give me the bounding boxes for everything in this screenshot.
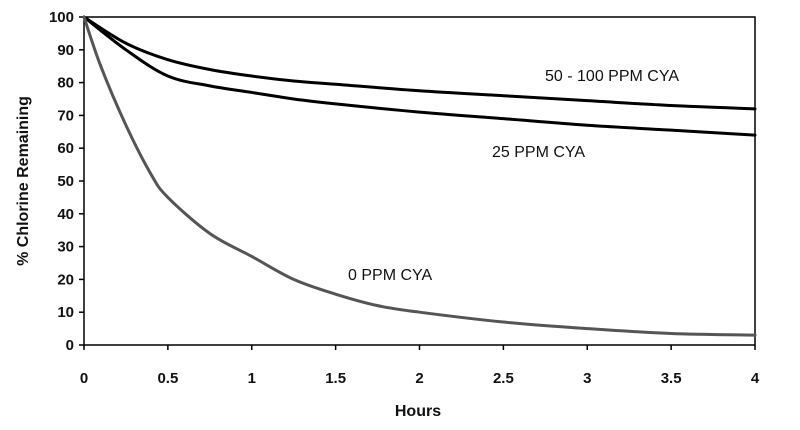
y-tick-label: 90 (57, 42, 74, 59)
series-line-25-ppm (82, 15, 757, 137)
series-label-50-100-ppm: 50 - 100 PPM CYA (545, 68, 679, 85)
y-tick-label: 50 (57, 173, 74, 190)
x-tick-label: 1.5 (325, 370, 346, 387)
plot-frame (83, 16, 756, 346)
x-tick-label: 0 (80, 370, 88, 387)
y-tick-label: 60 (57, 140, 74, 157)
x-tick-label: 3 (583, 370, 591, 387)
y-tick-label: 0 (66, 337, 74, 354)
y-tick-label: 10 (57, 304, 74, 321)
tick-labels: 0 10 20 30 40 50 60 70 80 90 100 0 0.5 1 1.5 2 2.5 3 3.5 4 (49, 9, 760, 387)
x-tick-label: 2 (415, 370, 423, 387)
x-tick-label: 0.5 (157, 370, 178, 387)
y-tick-label: 70 (57, 107, 74, 124)
y-axis-title: % Chlorine Remaining (15, 96, 32, 266)
series-label-25-ppm: 25 PPM CYA (492, 144, 585, 161)
x-axis-title: Hours (395, 403, 441, 420)
y-tick-label: 100 (49, 9, 74, 26)
y-tick-label: 40 (57, 206, 74, 223)
y-tick-label: 80 (57, 75, 74, 92)
series-line-0-ppm (82, 15, 757, 337)
series-lines (82, 15, 757, 337)
y-tick-label: 30 (57, 239, 74, 256)
y-tick-label: 20 (57, 271, 74, 288)
plot-axes (79, 16, 756, 350)
x-tick-label: 3.5 (661, 370, 682, 387)
x-tick-label: 4 (751, 370, 760, 387)
x-tick-label: 1 (248, 370, 256, 387)
x-tick-label: 2.5 (493, 370, 514, 387)
series-label-0-ppm: 0 PPM CYA (348, 267, 433, 284)
series-line-50-100-ppm (82, 15, 757, 111)
